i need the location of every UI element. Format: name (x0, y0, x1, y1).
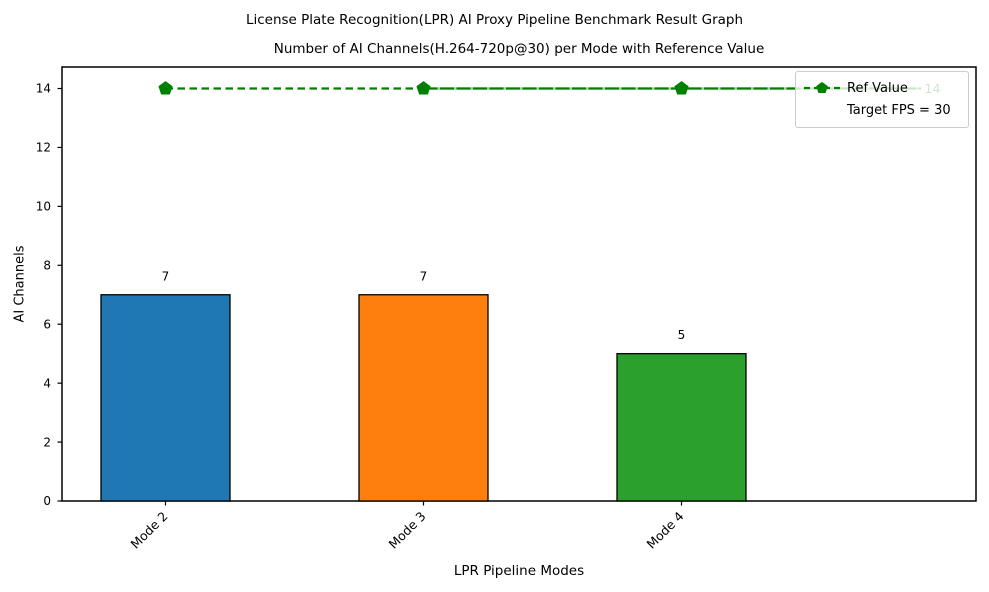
legend-entry-ref-value: Ref Value (803, 77, 961, 99)
x-tick-label: Mode 4 (643, 508, 686, 551)
ref-pentagon-marker (158, 81, 173, 95)
legend-label-target-fps: Target FPS = 30 (847, 102, 951, 118)
ref-pentagon-marker (674, 81, 689, 95)
x-axis-label: LPR Pipeline Modes (453, 563, 585, 579)
y-tick-label: 8 (43, 258, 51, 272)
bar-mode-4 (616, 353, 747, 502)
figure-title: License Plate Recognition(LPR) AI Proxy … (245, 12, 744, 28)
bar-value-label: 5 (678, 328, 686, 342)
bar-mode-3 (358, 294, 489, 502)
bar-value-label: 7 (420, 269, 428, 283)
bar-mode-2 (100, 294, 231, 502)
x-tick-label: Mode 3 (385, 509, 428, 552)
y-tick-label: 0 (43, 494, 51, 508)
y-tick-label: 10 (36, 200, 51, 214)
legend: Ref Value Target FPS = 30 (795, 71, 969, 128)
legend-label-ref-value: Ref Value (847, 80, 908, 96)
empty-legend-handle (803, 99, 841, 121)
ref-line-legend-handle (803, 77, 841, 99)
y-tick-label: 14 (36, 82, 51, 96)
y-tick-label: 2 (43, 435, 51, 449)
ref-line-legend-icon (804, 81, 840, 93)
y-tick-label: 12 (36, 141, 51, 155)
pentagon-marker-icon (816, 81, 828, 93)
bar-value-label: 7 (162, 269, 170, 283)
y-tick-label: 6 (43, 317, 51, 331)
ref-pentagon-marker (416, 81, 431, 95)
x-tick-label: Mode 2 (127, 509, 170, 552)
axes-title: Number of AI Channels(H.264-720p@30) per… (273, 41, 765, 57)
axes-frame (61, 66, 977, 502)
legend-entry-target-fps: Target FPS = 30 (803, 99, 961, 121)
y-tick-label: 4 (43, 376, 51, 390)
y-axis-label: AI Channels (12, 245, 28, 323)
